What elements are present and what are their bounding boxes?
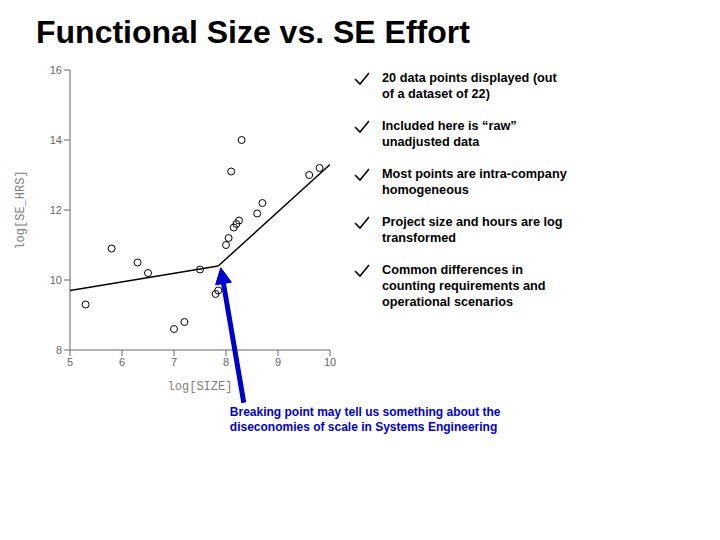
svg-text:9: 9 (275, 356, 281, 368)
html-text:Breaking point may tell us som: Breaking point may tell us something abo… (229, 405, 501, 434)
svg-text:6: 6 (119, 356, 125, 368)
svg-text:10: 10 (50, 274, 62, 286)
svg-text:5: 5 (67, 356, 73, 368)
html-text:Most points are intra-company: Most points are intra-company homogeneou… (382, 167, 567, 197)
svg-text:7: 7 (171, 356, 177, 368)
html-text:20 data points displayed (out: 20 data points displayed (out of a datas… (382, 71, 557, 101)
svg-text:12: 12 (50, 204, 62, 216)
html-text:Common differences in counting: Common differences in counting requireme… (382, 263, 546, 309)
svg-text:14: 14 (50, 134, 62, 146)
svg-text:8: 8 (56, 344, 62, 356)
svg-text:16: 16 (50, 64, 62, 76)
svg-text:log[SE_HRS]: log[SE_HRS] (14, 170, 28, 249)
html-text:Functional Size vs. SE Effort: Functional Size vs. SE Effort (36, 14, 470, 50)
html-text:Included here is “raw” unadjus: Included here is “raw” unadjusted data (382, 119, 517, 149)
svg-text:log[SIZE]: log[SIZE] (168, 380, 233, 394)
svg-text:8: 8 (223, 356, 229, 368)
html-text:Project size and hours are log: Project size and hours are log transform… (382, 215, 563, 245)
svg-text:10: 10 (324, 356, 336, 368)
